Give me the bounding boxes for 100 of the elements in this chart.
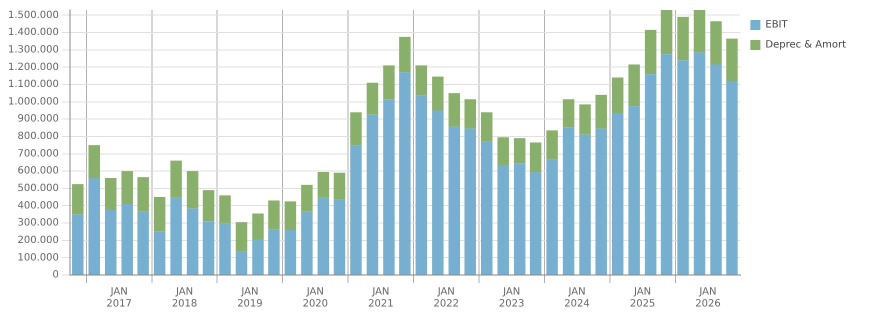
y-tick-label: 400.000 xyxy=(18,200,59,212)
x-tick-label: JAN 2019 xyxy=(237,286,263,310)
bar xyxy=(546,160,558,274)
x-tick-label: JAN 2018 xyxy=(172,286,198,310)
bar xyxy=(350,145,362,274)
bar xyxy=(628,64,640,106)
bar xyxy=(432,110,444,274)
bar xyxy=(595,94,607,129)
bar xyxy=(334,172,346,200)
bar xyxy=(301,184,313,212)
bar xyxy=(318,172,330,198)
bar xyxy=(88,145,100,178)
bar xyxy=(726,38,738,82)
y-tick-label: 700.000 xyxy=(18,148,59,160)
bar xyxy=(448,93,460,127)
y-tick-label: 1.400.000 xyxy=(8,27,59,38)
bar xyxy=(480,112,492,142)
bar xyxy=(399,36,411,72)
bar xyxy=(137,177,149,212)
x-tick-label: JAN 2021 xyxy=(368,286,394,310)
bar xyxy=(546,130,558,160)
bar xyxy=(612,78,624,114)
bar xyxy=(644,74,656,274)
y-tick-label: 1.500.000 xyxy=(8,10,59,21)
bar xyxy=(186,171,198,208)
bar xyxy=(186,208,198,274)
bar xyxy=(318,198,330,274)
x-tick-label: JAN 2020 xyxy=(302,286,328,310)
bar xyxy=(628,106,640,274)
x-tick-label: JAN 2022 xyxy=(434,286,459,310)
bar xyxy=(202,221,214,274)
bar xyxy=(72,214,84,274)
bar xyxy=(236,252,248,274)
bar xyxy=(480,142,492,274)
legend-label: Deprec & Amort xyxy=(765,40,846,51)
bar xyxy=(710,21,722,65)
y-tick-label: 1.100.000 xyxy=(8,79,59,90)
x-tick-label: JAN 2023 xyxy=(498,286,524,310)
bar xyxy=(579,134,591,274)
x-tick-label: JAN 2017 xyxy=(106,286,132,310)
x-tick-label: JAN 2025 xyxy=(630,286,656,310)
x-tick-label: JAN 2026 xyxy=(695,286,721,310)
bar xyxy=(252,239,264,274)
bar xyxy=(366,114,378,274)
bar xyxy=(464,128,476,274)
bar xyxy=(562,128,574,274)
y-tick-label: 300.000 xyxy=(18,218,59,229)
bar xyxy=(219,195,231,224)
bar xyxy=(268,200,280,230)
bar xyxy=(464,99,476,129)
x-tick-label: JAN 2024 xyxy=(564,286,590,310)
bar xyxy=(579,104,591,135)
bar xyxy=(137,212,149,274)
bar xyxy=(677,16,689,60)
y-tick-label: 800.000 xyxy=(18,131,59,142)
bar xyxy=(383,99,395,274)
bar xyxy=(514,138,526,164)
bar xyxy=(530,142,542,172)
bar xyxy=(497,137,509,166)
bar xyxy=(252,214,264,240)
bar xyxy=(612,113,624,274)
bar xyxy=(154,197,166,232)
bar xyxy=(366,82,378,115)
bar xyxy=(268,229,280,274)
bar xyxy=(72,184,84,214)
bar xyxy=(350,112,362,146)
y-tick-label: 0 xyxy=(52,270,59,281)
bar xyxy=(154,232,166,274)
bar xyxy=(694,10,706,52)
bar xyxy=(383,65,395,100)
y-tick-label: 1.000.000 xyxy=(8,96,59,108)
bar xyxy=(710,64,722,274)
bar xyxy=(595,128,607,274)
y-tick-label: 500.000 xyxy=(18,182,59,194)
y-tick-label: 1.300.000 xyxy=(8,44,59,56)
bar xyxy=(88,178,100,274)
bar xyxy=(416,65,428,96)
bar xyxy=(432,76,444,110)
bar xyxy=(170,198,182,274)
bar xyxy=(121,204,133,274)
bar xyxy=(236,222,248,252)
bar xyxy=(284,201,296,230)
bar xyxy=(497,165,509,274)
bar xyxy=(514,163,526,274)
bar xyxy=(202,190,214,222)
bar xyxy=(121,171,133,204)
legend-label: EBIT xyxy=(765,20,788,31)
bar xyxy=(530,172,542,274)
bar xyxy=(416,96,428,274)
bar xyxy=(334,200,346,274)
bar xyxy=(660,10,672,54)
bar xyxy=(170,160,182,198)
bar xyxy=(660,54,672,274)
bar xyxy=(644,30,656,74)
bar xyxy=(677,60,689,274)
y-tick-label: 900.000 xyxy=(18,114,59,125)
y-tick-label: 1.200.000 xyxy=(8,62,59,73)
bar xyxy=(219,224,231,274)
y-tick-label: 100.000 xyxy=(18,252,59,264)
bar xyxy=(104,210,116,274)
